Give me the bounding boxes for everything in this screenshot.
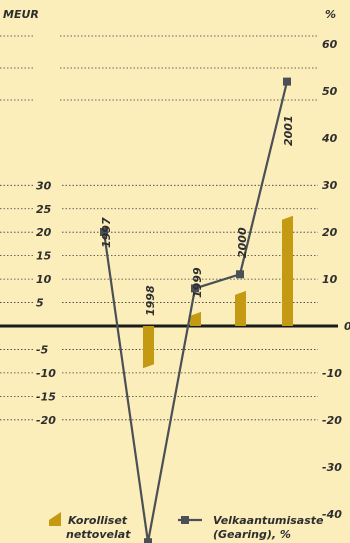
right-tick-label: 0 <box>344 320 350 333</box>
right-tick-label: -10 <box>322 367 342 380</box>
year-labels: 1997 1998 1999 2000 2001 <box>100 115 295 316</box>
right-axis-ticks: 60 50 40 30 20 10 0 -10 -20 -30 -40 <box>321 38 350 521</box>
legend-line-marker <box>181 516 189 524</box>
left-tick-label: -5 <box>36 343 49 356</box>
year-label-2001: 2001 <box>282 115 295 146</box>
right-tick-label: 10 <box>322 273 338 286</box>
bar-series <box>143 215 293 369</box>
right-tick-label: -40 <box>322 508 342 521</box>
right-tick-label: 50 <box>322 85 338 98</box>
left-tick-label: 30 <box>36 179 52 192</box>
left-axis-ticks: 30 25 20 15 10 5 -5 -10 -15 -20 <box>36 179 56 426</box>
left-tick-label: -10 <box>36 367 56 380</box>
right-tick-label: -30 <box>322 461 342 474</box>
line-series <box>100 77 291 543</box>
right-tick-label: 20 <box>322 226 338 239</box>
left-tick-label: 15 <box>36 250 52 263</box>
right-tick-label: -20 <box>322 414 342 427</box>
left-tick-label: 25 <box>36 203 52 216</box>
legend-bar-label-2: nettovelat <box>66 528 131 541</box>
left-axis-unit: MEUR <box>3 8 39 21</box>
year-label-1999: 1999 <box>191 267 204 298</box>
left-tick-label: -20 <box>36 414 56 427</box>
gearing-line <box>102 81 289 543</box>
left-tick-label: 5 <box>36 297 44 310</box>
gearing-point-1999 <box>191 284 199 293</box>
left-tick-label: 20 <box>36 226 52 239</box>
legend-line-label-2: (Gearing), % <box>213 528 291 541</box>
gearing-point-2000 <box>236 270 244 279</box>
left-tick-label: -15 <box>36 390 56 403</box>
bar-2001 <box>282 215 293 326</box>
year-label-1997: 1997 <box>100 217 113 248</box>
right-axis-unit: % <box>325 8 336 21</box>
right-tick-label: 40 <box>321 132 338 145</box>
right-tick-label: 60 <box>322 38 338 51</box>
year-label-1998: 1998 <box>144 285 157 316</box>
legend: Korolliset nettovelat Velkaantumisaste (… <box>49 512 324 541</box>
gearing-point-2001 <box>283 77 291 86</box>
bar-1999 <box>190 311 201 326</box>
legend-line-label-1: Velkaantumisaste <box>213 514 324 527</box>
gridlines <box>0 35 318 421</box>
year-label-2000: 2000 <box>236 227 249 258</box>
right-tick-label: 30 <box>322 179 338 192</box>
gearing-point-1997 <box>100 228 108 236</box>
bar-2000 <box>235 290 246 326</box>
bar-1998 <box>143 326 154 369</box>
gearing-point-1998 <box>144 538 152 543</box>
legend-bar-label-1: Korolliset <box>68 514 128 527</box>
left-tick-label: 10 <box>36 273 52 286</box>
legend-bar-swatch <box>49 512 61 526</box>
